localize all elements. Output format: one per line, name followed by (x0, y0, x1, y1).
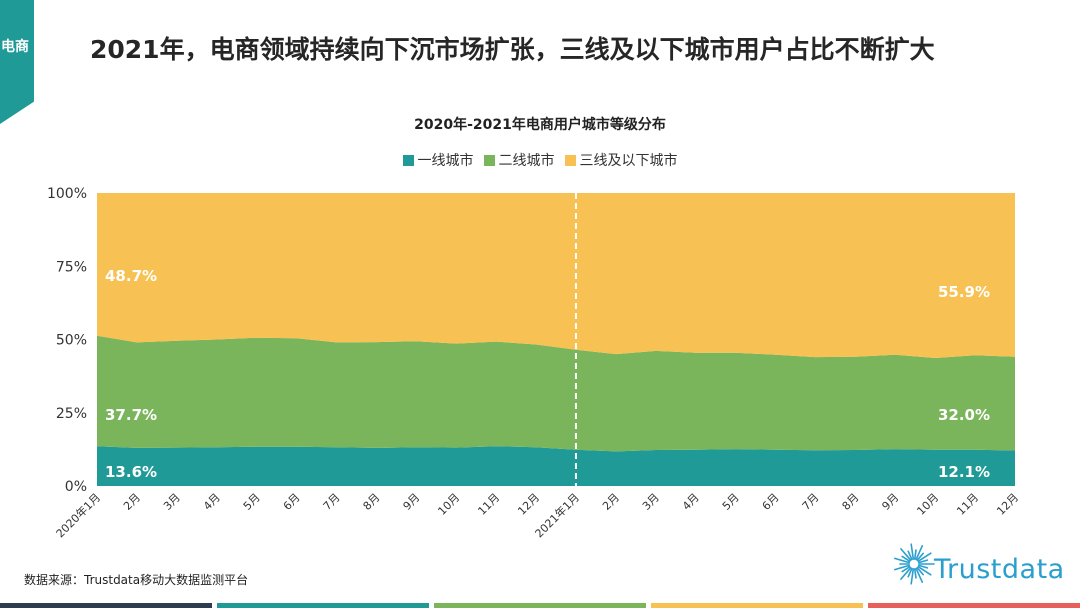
data-label-first-tier1: 13.6% (105, 463, 157, 481)
starburst-ray (901, 555, 911, 563)
x-tick-label: 5月 (241, 491, 263, 513)
chart-legend: 一线城市 二线城市 三线及以下城市 (0, 150, 1080, 170)
starburst-ray (916, 552, 925, 562)
logo-text: Trustdata (934, 554, 1065, 585)
chart-title: 2020年-2021年电商用户城市等级分布 (414, 117, 666, 133)
starburst-ray (915, 567, 924, 584)
legend-item-tier2: 二线城市 (483, 150, 555, 170)
y-tick-label: 75% (56, 259, 87, 275)
footer-segment-1 (0, 603, 212, 608)
data-source: 数据来源：Trustdata移动大数据监测平台 (24, 573, 249, 587)
series-area-3 (97, 193, 1015, 358)
section-tag (0, 0, 34, 124)
footer-color-bar (0, 603, 1080, 608)
x-tick-label: 8月 (361, 491, 383, 513)
footer-segment-5 (868, 603, 1080, 608)
starburst-ray (917, 559, 929, 564)
starburst-ray (900, 548, 912, 562)
footer-segment-2 (217, 603, 429, 608)
series-area-2 (97, 335, 1015, 452)
y-tick-label: 25% (56, 406, 87, 422)
x-tick-label: 8月 (840, 491, 862, 513)
legend-label-tier2: 二线城市 (498, 153, 555, 169)
legend-item-tier3: 三线及以下城市 (564, 150, 678, 170)
x-tick-label: 12月 (994, 491, 1021, 518)
legend-swatch-tier3 (564, 154, 576, 166)
starburst-ray (907, 550, 913, 561)
data-label-last-tier1: 12.1% (938, 463, 990, 481)
x-tick-label: 2020年1月 (53, 490, 103, 540)
x-tick-label: 5月 (720, 491, 742, 513)
starburst-ray (910, 543, 915, 560)
starburst-ray (917, 552, 932, 563)
x-tick-label: 11月 (954, 491, 981, 518)
starburst-ray (910, 568, 915, 585)
section-tag-label: 电商 (1, 39, 29, 55)
x-tick-label: 4月 (201, 491, 223, 513)
x-tick-label: 2月 (121, 491, 143, 513)
y-tick-label: 100% (47, 186, 87, 202)
footer-segment-3 (434, 603, 646, 608)
x-tick-label: 4月 (680, 491, 702, 513)
legend-label-tier1: 一线城市 (417, 153, 474, 169)
starburst-ray (916, 566, 925, 576)
data-label-first-tier3: 48.7% (105, 267, 157, 285)
starburst-ray (893, 564, 911, 571)
starburst-ray (913, 568, 917, 579)
starburst-ray (900, 566, 912, 580)
x-tick-label: 7月 (800, 491, 822, 513)
starburst-ray (917, 564, 929, 569)
data-label-last-tier3: 55.9% (938, 283, 990, 301)
x-tick-label: 9月 (401, 491, 423, 513)
x-tick-label: 9月 (879, 491, 901, 513)
y-tick-label: 50% (56, 333, 87, 349)
starburst-ray (907, 567, 913, 578)
y-tick-label: 0% (65, 479, 87, 495)
x-tick-label: 3月 (161, 491, 183, 513)
data-label-first-tier2: 37.7% (105, 406, 157, 424)
x-tick-label: 3月 (640, 491, 662, 513)
starburst-ray (901, 565, 911, 573)
x-tick-label: 12月 (515, 491, 542, 518)
trustdata-logo: Trustdata (892, 534, 1072, 594)
starburst-ray (915, 545, 924, 561)
starburst-ray (913, 549, 917, 560)
x-tick-label: 6月 (760, 491, 782, 513)
x-tick-label: 10月 (914, 491, 941, 518)
starburst-ray (893, 557, 911, 564)
data-label-last-tier2: 32.0% (938, 406, 990, 424)
starburst-icon (893, 543, 935, 585)
starburst-ray (917, 565, 932, 576)
legend-item-tier1: 一线城市 (402, 150, 474, 170)
footer-segment-4 (651, 603, 863, 608)
x-tick-label: 7月 (321, 491, 343, 513)
x-tick-label: 10月 (435, 491, 462, 518)
x-tick-label: 11月 (475, 491, 502, 518)
x-tick-label: 6月 (281, 491, 303, 513)
x-tick-label: 2月 (600, 491, 622, 513)
series-area-1 (97, 446, 1015, 486)
legend-label-tier3: 三线及以下城市 (579, 153, 678, 169)
legend-swatch-tier2 (483, 154, 495, 166)
page-title: 2021年，电商领域持续向下沉市场扩张，三线及以下城市用户占比不断扩大 (90, 35, 935, 64)
legend-swatch-tier1 (402, 154, 414, 166)
